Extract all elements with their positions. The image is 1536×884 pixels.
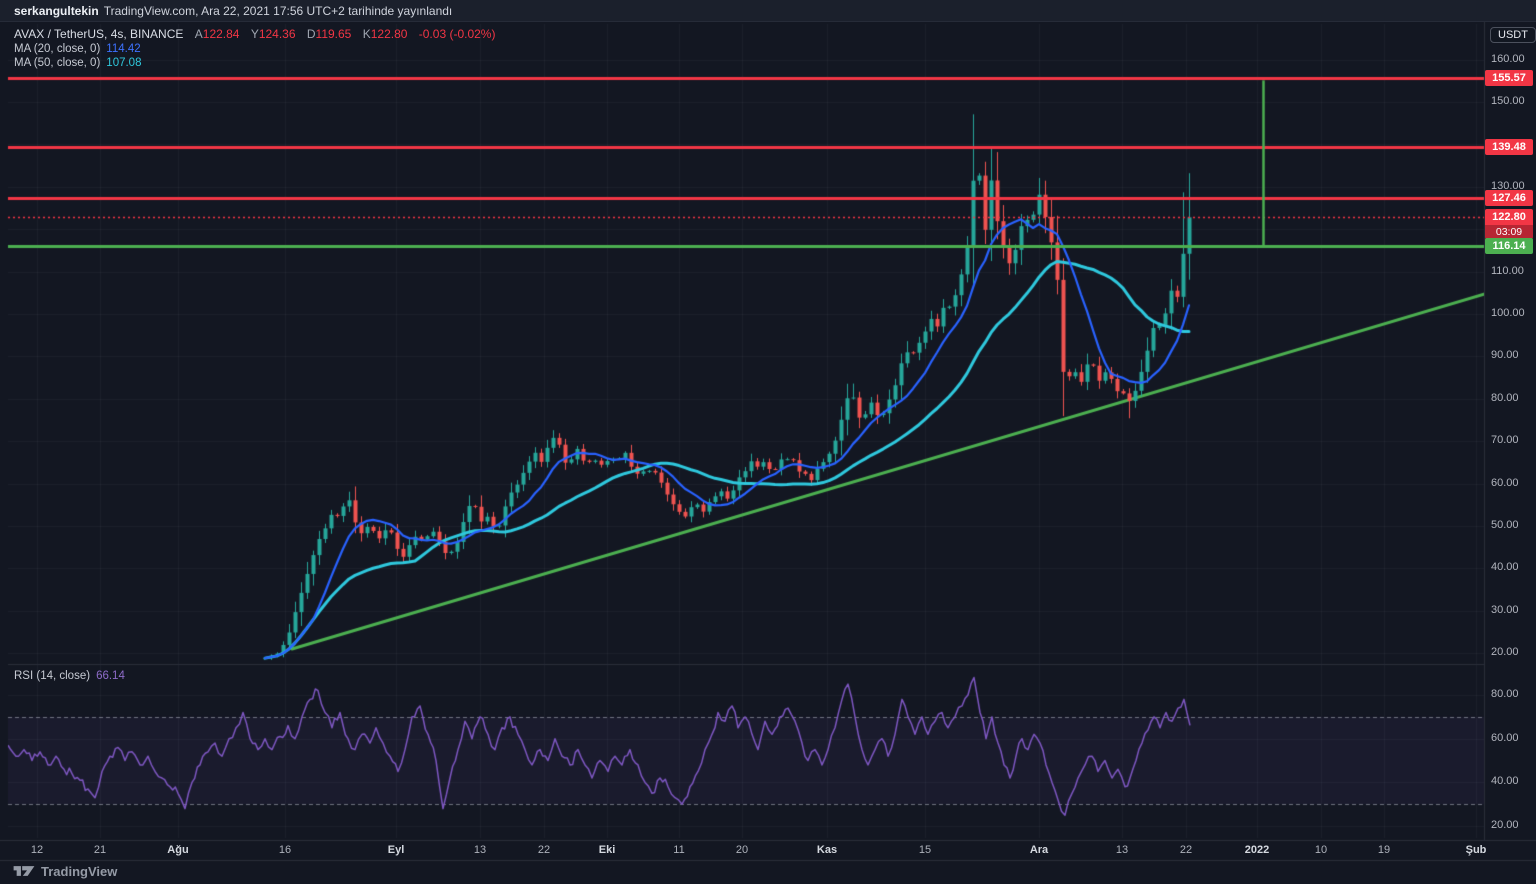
time-axis-label: 22 — [537, 844, 551, 856]
change-value: -0.03 (-0.02%) — [418, 27, 496, 41]
price-level-label: 116.14 — [1485, 237, 1533, 254]
time-axis-label: 10 — [1314, 844, 1328, 856]
chart-legend: AVAX / TetherUS, 4s, BINANCE A122.84 Y12… — [14, 27, 495, 70]
low-value: 119.65 — [315, 27, 352, 41]
ma50-value: 107.08 — [106, 57, 142, 69]
price-axis-tick: 80.00 — [1491, 391, 1519, 404]
price-axis-tick: 90.00 — [1491, 349, 1519, 362]
rsi-value: 66.14 — [96, 670, 125, 682]
price-level-label: 139.48 — [1485, 138, 1533, 155]
price-axis-tick: 70.00 — [1491, 434, 1519, 447]
time-axis[interactable]: 12 21 Ağu 16 Eyl 13 22 Eki 11 20 Kas 15 Ara 13 22 2022 1… — [0, 841, 1536, 860]
rsi-label: RSI (14, close) — [14, 670, 91, 682]
time-axis-label: 15 — [918, 844, 932, 856]
price-axis-tick: 20.00 — [1491, 646, 1519, 659]
time-axis-label: 13 — [1115, 844, 1129, 856]
time-axis-label: Ağu — [167, 844, 189, 856]
time-axis-label: Kas — [816, 844, 838, 856]
ma20-label: MA (20, close, 0) — [14, 43, 101, 55]
last-price-label: 122.80 03:09 — [1485, 209, 1533, 240]
publish-bar: serkangultekin TradingView.com, Ara 22, 2… — [0, 0, 1536, 22]
open-label: A — [194, 27, 203, 41]
tradingview-logo-text: TradingView — [41, 863, 118, 879]
high-label: Y — [250, 27, 259, 41]
ma20-value: 114.42 — [106, 43, 141, 55]
rsi-legend[interactable]: RSI (14, close) 66.14 — [14, 670, 125, 682]
time-axis-label: 21 — [93, 844, 107, 856]
bar-countdown: 03:09 — [1485, 225, 1533, 240]
price-axis-tick: 30.00 — [1491, 603, 1519, 616]
time-axis-label: 19 — [1377, 844, 1391, 856]
tradingview-logo-icon — [13, 866, 35, 876]
publish-info: TradingView.com, Ara 22, 2021 17:56 UTC+… — [103, 4, 453, 18]
ma50-label: MA (50, close, 0) — [14, 57, 101, 69]
last-price-value: 122.80 — [1485, 209, 1533, 226]
symbol-row[interactable]: AVAX / TetherUS, 4s, BINANCE A122.84 Y12… — [14, 27, 495, 42]
price-axis-tick: 50.00 — [1491, 519, 1519, 531]
time-axis-label: 16 — [278, 844, 292, 856]
price-axis-tick: 130.00 — [1491, 179, 1525, 192]
time-axis-label: Ara — [1029, 844, 1049, 856]
rsi-axis-tick: 40.00 — [1491, 775, 1519, 788]
close-label: K — [362, 27, 371, 41]
price-axis-tick: 160.00 — [1491, 52, 1525, 65]
close-value: 122.80 — [370, 27, 408, 41]
time-axis-label: 12 — [30, 844, 44, 856]
time-axis-label: Şub — [1465, 844, 1487, 856]
high-value: 124.36 — [258, 27, 296, 41]
time-axis-label: 11 — [673, 844, 685, 856]
rsi-axis-tick: 60.00 — [1491, 731, 1519, 744]
rsi-axis-tick: 80.00 — [1491, 688, 1519, 700]
time-axis-label: 13 — [473, 844, 487, 856]
time-axis-label: 2022 — [1244, 844, 1270, 856]
currency-toggle-button[interactable]: USDT — [1490, 27, 1536, 43]
low-label: D — [306, 27, 316, 41]
time-axis-label: 20 — [735, 844, 749, 856]
price-axis-tick: 60.00 — [1491, 476, 1519, 489]
time-axis-label: Eki — [598, 844, 616, 856]
price-level-label: 155.57 — [1485, 70, 1533, 87]
rsi-axis-tick: 20.00 — [1491, 819, 1519, 832]
price-level-label: 127.46 — [1485, 189, 1533, 206]
ma50-row[interactable]: MA (50, close, 0) 107.08 — [14, 57, 495, 70]
tradingview-logo[interactable]: TradingView — [13, 861, 117, 881]
ma20-row[interactable]: MA (20, close, 0) 114.42 — [14, 43, 495, 56]
price-axis-tick: 40.00 — [1491, 561, 1519, 574]
price-axis-tick: 100.00 — [1491, 307, 1525, 319]
time-axis-label: Eyl — [387, 844, 405, 856]
price-axis-tick: 150.00 — [1491, 95, 1525, 107]
symbol-title[interactable]: AVAX / TetherUS, 4s, BINANCE — [14, 27, 184, 41]
author-link[interactable]: serkangultekin — [14, 4, 99, 18]
price-axis[interactable]: USDT 122.80 03:09 160.00 150.00 130.00 110.… — [1484, 0, 1536, 884]
open-value: 122.84 — [202, 27, 240, 41]
time-axis-label: 22 — [1179, 844, 1193, 856]
price-axis-tick: 110.00 — [1491, 264, 1524, 277]
